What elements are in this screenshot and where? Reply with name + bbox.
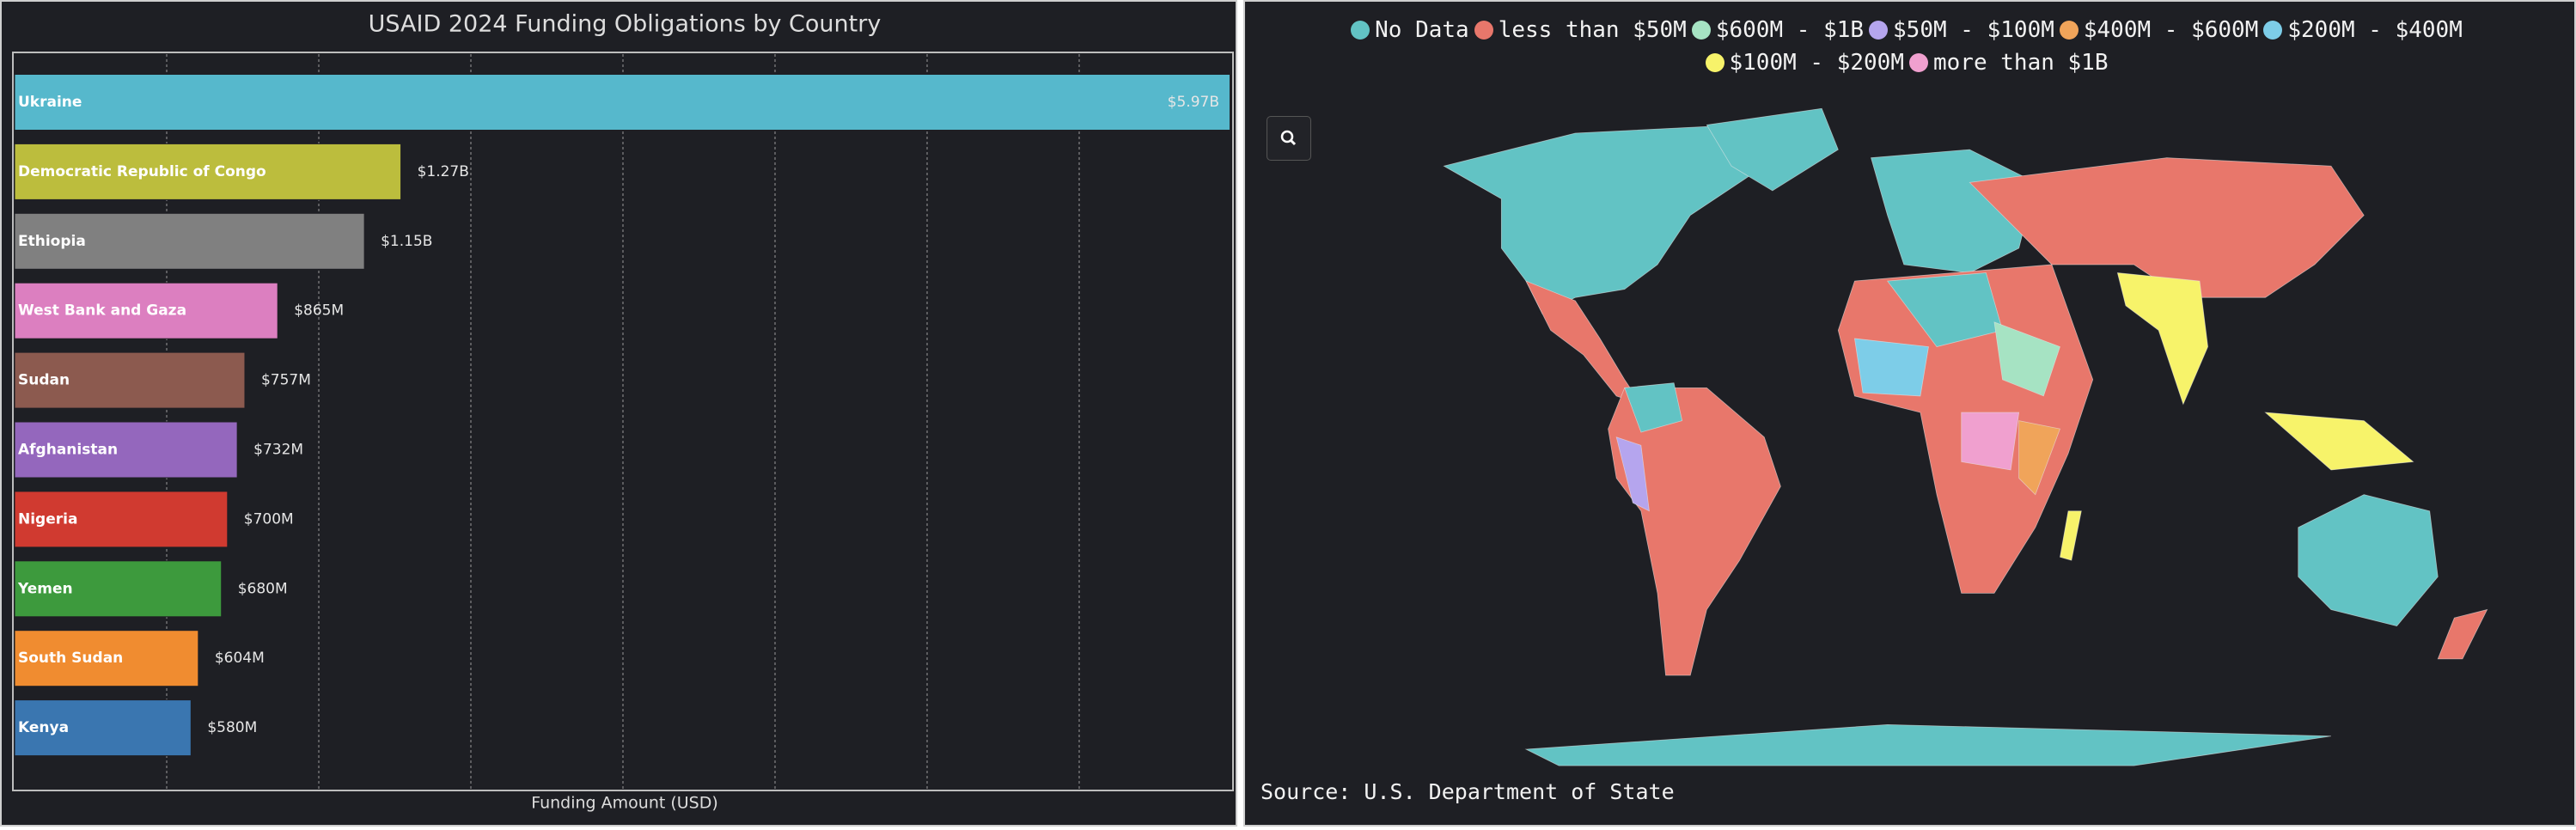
greenland[interactable]: [1706, 107, 1839, 192]
legend-swatch: [2263, 21, 2283, 40]
ethiopia[interactable]: [1993, 321, 2060, 397]
legend-item[interactable]: No Data: [1351, 17, 1469, 43]
bar-category-label: Kenya: [18, 719, 69, 736]
legend-swatch: [1474, 21, 1493, 40]
legend-item[interactable]: $50M - $100M: [1869, 17, 2054, 43]
bars: [14, 74, 1230, 757]
south-asia[interactable]: [2116, 272, 2208, 406]
peru[interactable]: [1615, 436, 1650, 512]
plot-frame: [12, 52, 1234, 791]
value-label: $1.15B: [381, 233, 432, 250]
chart: USAID 2024 Funding Obligations by Countr…: [12, 11, 1234, 813]
legend-label: $400M - $600M: [2083, 17, 2259, 43]
bar: [14, 74, 1230, 131]
legend-swatch: [1351, 21, 1370, 40]
x-axis-label: Funding Amount (USD): [531, 794, 718, 813]
east-africa[interactable]: [2018, 420, 2060, 496]
bar: [14, 630, 199, 687]
bar-category-label: Ukraine: [18, 94, 82, 111]
bar-category-label: Democratic Republic of Congo: [18, 163, 266, 180]
value-label: $700M: [244, 510, 294, 528]
chart-title: USAID 2024 Funding Obligations by Countr…: [369, 11, 882, 38]
legend-swatch: [2059, 21, 2079, 40]
value-label: $1.27B: [418, 163, 469, 180]
legend-item[interactable]: $400M - $600M: [2059, 17, 2259, 43]
value-label: $580M: [207, 719, 257, 736]
bar: [14, 699, 192, 757]
legend-swatch: [1869, 21, 1889, 40]
north-america[interactable]: [1443, 125, 1765, 314]
bar-category-label: Nigeria: [18, 510, 77, 528]
value-label: $604M: [215, 650, 265, 667]
bar-category-label: Afghanistan: [18, 442, 118, 459]
legend-item[interactable]: $100M - $200M: [1705, 50, 1905, 76]
legend-swatch: [1909, 53, 1928, 72]
value-label: $865M: [294, 302, 344, 320]
bar-category-label: South Sudan: [18, 650, 123, 667]
source-note: Source: U.S. Department of State: [1261, 779, 1675, 804]
bar: [14, 212, 365, 270]
southeast-asia[interactable]: [2264, 412, 2414, 471]
legend-label: more than $1B: [1933, 50, 2109, 76]
legend-label: $50M - $100M: [1893, 17, 2054, 43]
australia[interactable]: [2298, 494, 2439, 627]
search-icon: [1280, 130, 1297, 146]
world-map[interactable]: [1245, 2, 2574, 825]
legend-item[interactable]: more than $1B: [1909, 50, 2109, 76]
map-panel: No Data less than $50M $600M - $1B $50M - $…: [1243, 0, 2576, 827]
legend: No Data less than $50M $600M - $1B $50M - $…: [1297, 17, 2517, 76]
bar-category-label: Yemen: [17, 580, 73, 597]
south-america[interactable]: [1608, 387, 1781, 676]
bar: [14, 282, 278, 339]
bar: [14, 560, 223, 618]
legend-label: No Data: [1375, 17, 1469, 43]
value-label: $757M: [261, 372, 311, 389]
value-label: $5.97B: [1168, 94, 1219, 111]
legend-item[interactable]: $200M - $400M: [2263, 17, 2463, 43]
legend-swatch: [1691, 21, 1711, 40]
bar: [14, 491, 229, 548]
colombia[interactable]: [1624, 382, 1683, 433]
legend-label: $600M - $1B: [1715, 17, 1865, 43]
legend-item[interactable]: $600M - $1B: [1691, 17, 1865, 43]
chart-panel: USAID 2024 Funding Obligations by Countr…: [0, 0, 1237, 827]
bar: [14, 143, 402, 200]
dr-congo[interactable]: [1961, 412, 2020, 471]
bar: [14, 421, 238, 479]
bar-category-label: Sudan: [18, 372, 70, 389]
bar: [14, 351, 246, 409]
search-button[interactable]: [1267, 116, 1311, 161]
asia[interactable]: [1969, 157, 2365, 298]
legend-label: less than $50M: [1498, 17, 1687, 43]
new-zealand[interactable]: [2437, 608, 2488, 660]
legend-label: $100M - $200M: [1729, 50, 1905, 76]
legend-swatch: [1705, 53, 1724, 72]
legend-label: $200M - $400M: [2287, 17, 2463, 43]
value-label: $732M: [253, 442, 303, 459]
antarctica[interactable]: [1524, 723, 2332, 766]
bar-category-label: West Bank and Gaza: [18, 302, 186, 320]
central-america[interactable]: [1525, 280, 1642, 406]
madagascar[interactable]: [2060, 510, 2082, 561]
legend-item[interactable]: less than $50M: [1474, 17, 1687, 43]
value-label: $680M: [238, 580, 288, 597]
bar-category-label: Ethiopia: [18, 233, 86, 250]
west-africa[interactable]: [1853, 338, 1929, 397]
